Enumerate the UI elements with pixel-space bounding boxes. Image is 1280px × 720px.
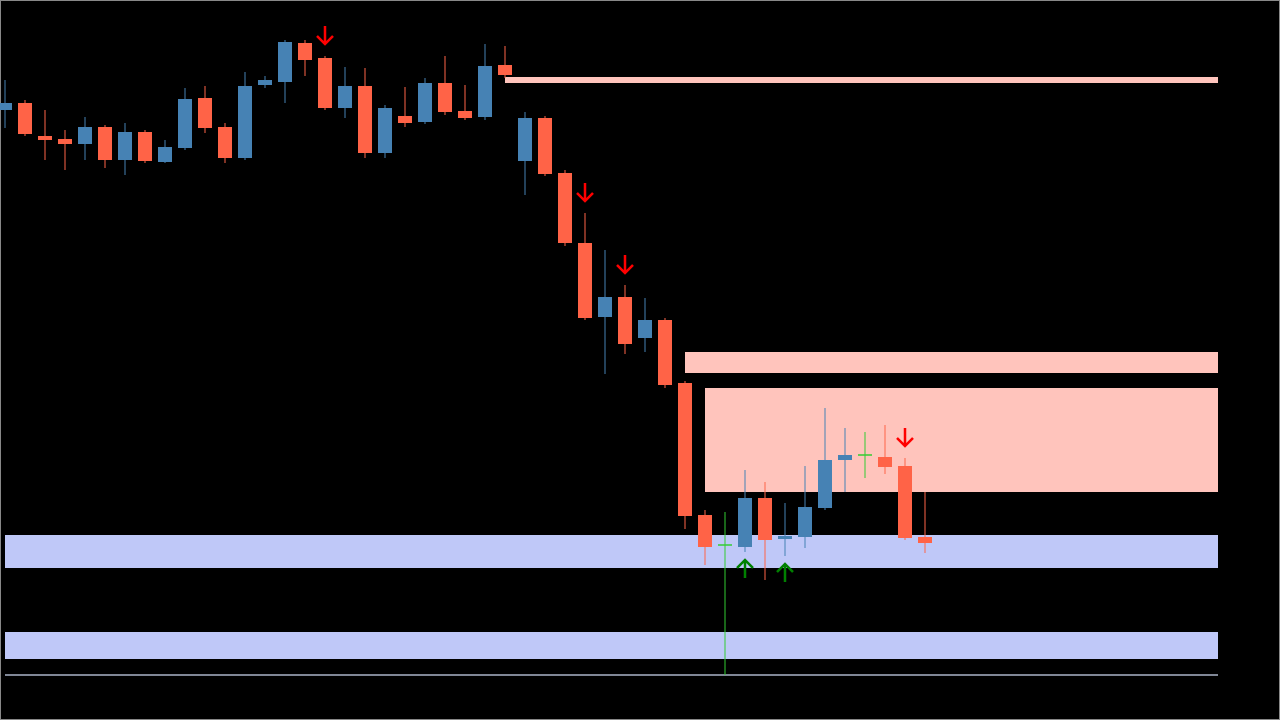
candle-body xyxy=(298,43,312,60)
zone xyxy=(685,352,1218,373)
candle-body xyxy=(778,536,792,539)
candle-body xyxy=(638,320,652,338)
zone xyxy=(505,77,1218,83)
candle-body xyxy=(278,42,292,82)
candle-body xyxy=(598,297,612,317)
candle-body xyxy=(18,103,32,134)
candle-body xyxy=(38,136,52,140)
candle-body xyxy=(158,147,172,162)
candle-body xyxy=(378,108,392,153)
candle-body xyxy=(898,466,912,538)
candle-body xyxy=(118,132,132,160)
candle-body xyxy=(398,116,412,123)
buy-arrow xyxy=(776,562,794,582)
sell-arrow xyxy=(616,255,634,275)
candle-body xyxy=(258,80,272,85)
candle-body xyxy=(818,460,832,508)
candle-body xyxy=(78,127,92,144)
candle-body xyxy=(458,111,472,118)
candle-body xyxy=(318,58,332,108)
candle-body xyxy=(558,173,572,243)
candle-body xyxy=(578,243,592,318)
candle-body xyxy=(758,498,772,540)
candle-body xyxy=(338,86,352,108)
candle-body xyxy=(178,99,192,148)
candle-body xyxy=(218,127,232,158)
candle-body xyxy=(658,320,672,385)
candle-body xyxy=(0,103,12,110)
candle-body xyxy=(418,83,432,122)
candle-body xyxy=(198,98,212,128)
candle-body xyxy=(138,132,152,161)
candle-body xyxy=(798,507,812,537)
zone xyxy=(705,388,1218,492)
candle-body xyxy=(238,86,252,158)
candle-body xyxy=(478,66,492,117)
candle-body xyxy=(538,118,552,174)
candle-body xyxy=(498,65,512,75)
candle-body xyxy=(438,83,452,112)
candle-body xyxy=(678,383,692,516)
zone xyxy=(5,632,1218,659)
sell-arrow xyxy=(576,183,594,203)
zone xyxy=(5,535,1218,568)
candle-body xyxy=(618,297,632,344)
sell-arrow xyxy=(316,26,334,46)
candle-body xyxy=(358,86,372,153)
candle-body xyxy=(518,118,532,161)
candle-body xyxy=(838,455,852,460)
candle-body xyxy=(98,127,112,160)
candle-body xyxy=(878,457,892,467)
candle-body xyxy=(918,537,932,543)
sell-arrow xyxy=(896,428,914,448)
candle-body xyxy=(698,515,712,547)
candle-body xyxy=(738,498,752,547)
buy-arrow xyxy=(736,558,754,578)
candle-body xyxy=(58,139,72,144)
